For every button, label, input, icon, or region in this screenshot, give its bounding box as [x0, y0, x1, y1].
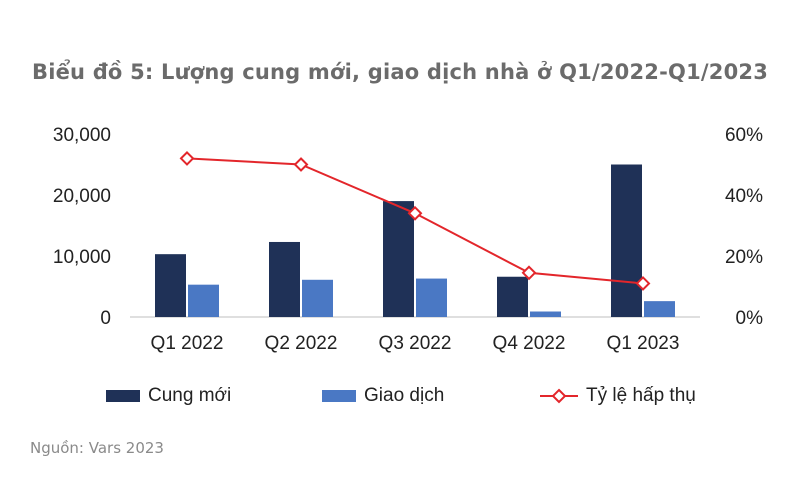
legend-item-giao-dich: Giao dịch: [322, 381, 444, 411]
y-left-tick-label: 30,000: [53, 125, 111, 146]
y-left-tick-label: 0: [100, 308, 111, 329]
y-right-tick-label: 60%: [725, 125, 763, 146]
y-left-tick-label: 20,000: [53, 186, 111, 207]
x-tick-label: Q3 2022: [379, 333, 452, 354]
absorption-rate-point: [521, 265, 537, 281]
bar-giao-dịch: [530, 311, 561, 317]
y-left-tick-label: 10,000: [53, 247, 111, 268]
bar-cung-mới: [611, 164, 642, 317]
legend-label-giao-dich: Giao dịch: [364, 385, 445, 406]
bar-giao-dịch: [644, 301, 675, 317]
absorption-rate-point: [635, 276, 651, 291]
bar-cung-mới: [155, 254, 186, 317]
absorption-rate-line: [186, 157, 644, 285]
y-right-tick-label: 0%: [736, 308, 764, 329]
bar-giao-dịch: [188, 284, 219, 317]
bar-cung-mới: [269, 241, 300, 317]
x-tick-label: Q1 2023: [607, 333, 680, 354]
legend-label-ty-le-hap-thu: Tỷ lệ hấp thụ: [586, 385, 696, 406]
legend-item-ty-le-hap-thu: Tỷ lệ hấp thụ: [540, 381, 696, 411]
y-right-tick-label: 20%: [725, 247, 763, 268]
bar-cung-mới: [383, 201, 414, 317]
absorption-rate-point: [179, 150, 195, 166]
y-right-tick-label: 40%: [725, 186, 763, 207]
legend: Cung mới Giao dịch Tỷ lệ hấp thụ: [0, 381, 800, 411]
absorption-rate-point: [407, 205, 423, 221]
legend-swatch-ty-le-hap-thu: [540, 388, 578, 404]
absorption-rate-point: [293, 157, 309, 172]
legend-swatch-cung-moi: [106, 390, 140, 402]
bar-giao-dịch: [416, 278, 447, 317]
chart-title: Biểu đồ 5: Lượng cung mới, giao dịch nhà…: [31, 60, 769, 84]
legend-item-cung-moi: Cung mới: [106, 381, 231, 411]
x-tick-label: Q1 2022: [151, 333, 224, 354]
bar-cung-mới: [497, 276, 528, 317]
legend-swatch-giao-dich: [322, 390, 356, 402]
source-note: Nguồn: Vars 2023: [30, 439, 164, 457]
x-tick-label: Q4 2022: [493, 333, 566, 354]
legend-label-cung-moi: Cung mới: [148, 385, 232, 406]
bar-giao-dịch: [302, 279, 333, 317]
x-tick-label: Q2 2022: [265, 333, 338, 354]
